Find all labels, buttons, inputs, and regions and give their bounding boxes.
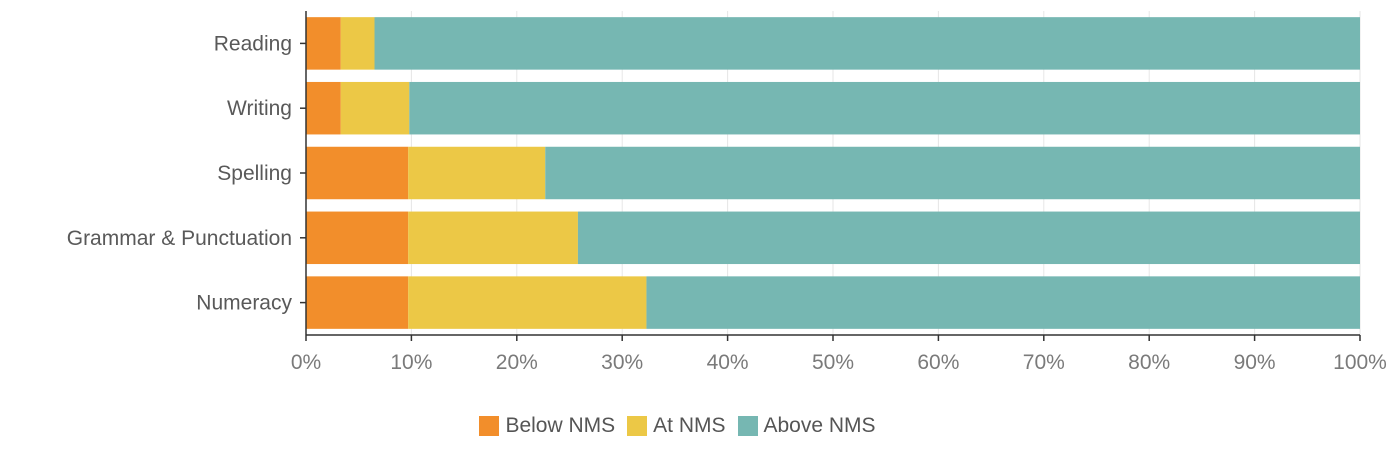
legend-item-below: Below NMS [479,414,615,438]
category-label: Numeracy [196,292,292,315]
category-label: Reading [214,32,292,55]
bar-segment [545,146,1360,200]
x-tick-label: 60% [917,351,959,374]
bar-segment [340,17,375,70]
legend-label-at: At NMS [653,414,726,437]
bar-segment [646,276,1360,329]
x-tick-label: 70% [1023,351,1065,374]
x-tick-label: 90% [1234,351,1276,374]
bar-segment [374,17,1360,70]
x-tick-label: 50% [812,351,854,374]
legend: Below NMS At NMS Above NMS [0,414,1355,438]
x-tick-label: 80% [1128,351,1170,374]
bar-segment [408,211,578,265]
bar-segment [306,146,409,200]
bar-segment [340,81,410,135]
x-tick-label: 20% [496,351,538,374]
bar-segment [409,81,1360,135]
legend-swatch-at [627,416,648,436]
category-label: Grammar & Punctuation [67,227,292,250]
bar-segment [408,276,647,329]
x-tick-label: 10% [390,351,432,374]
legend-swatch-above [737,416,758,436]
bar-segment [577,211,1360,265]
category-label: Writing [227,97,292,120]
legend-label-above: Above NMS [763,414,876,437]
legend-label-below: Below NMS [505,414,616,437]
legend-item-above: Above NMS [737,414,876,438]
bars [306,17,1360,329]
category-label: Spelling [217,162,292,185]
bar-segment [306,17,341,70]
x-tick-label: 40% [707,351,749,374]
bar-segment [306,211,409,265]
legend-swatch-below [479,416,500,436]
bar-segment [306,276,409,329]
x-tick-label: 100% [1333,351,1387,374]
bar-segment [408,146,546,200]
x-axis: 0% 10% 20% 30% 40% 50% 60% 70% 80% 90% 100% [291,334,1387,374]
legend-item-at: At NMS [627,414,726,438]
bar-segment [306,81,341,135]
x-tick-label: 30% [601,351,643,374]
x-tick-label: 0% [291,351,321,374]
y-axis: Reading Writing Spelling Grammar & Punctuat… [67,11,307,335]
